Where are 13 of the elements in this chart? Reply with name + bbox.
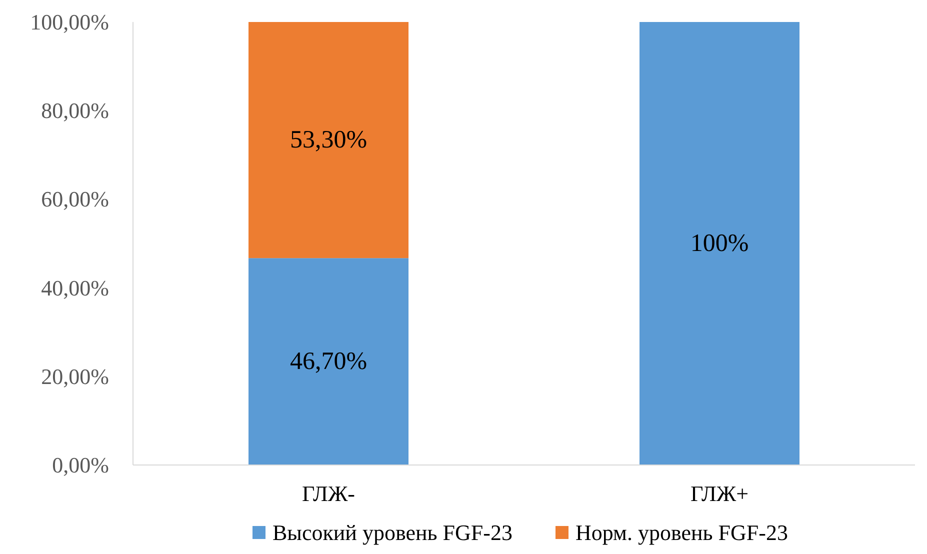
- legend-label: Высокий уровень FGF-23: [272, 520, 512, 545]
- y-tick-label: 80,00%: [41, 98, 109, 124]
- legend-label: Норм. уровень FGF-23: [576, 520, 788, 545]
- x-tick-label: ГЛЖ-: [302, 481, 356, 506]
- y-tick-label: 20,00%: [41, 364, 109, 389]
- y-tick-label: 60,00%: [41, 186, 109, 212]
- y-tick-label: 100,00%: [30, 10, 109, 34]
- x-tick-label: ГЛЖ+: [690, 481, 749, 506]
- data-label: 53,30%: [290, 126, 368, 154]
- data-label: 46,70%: [290, 348, 368, 376]
- y-tick-label: 0,00%: [52, 452, 109, 478]
- y-tick-label: 40,00%: [41, 275, 109, 300]
- data-label: 100%: [690, 230, 749, 257]
